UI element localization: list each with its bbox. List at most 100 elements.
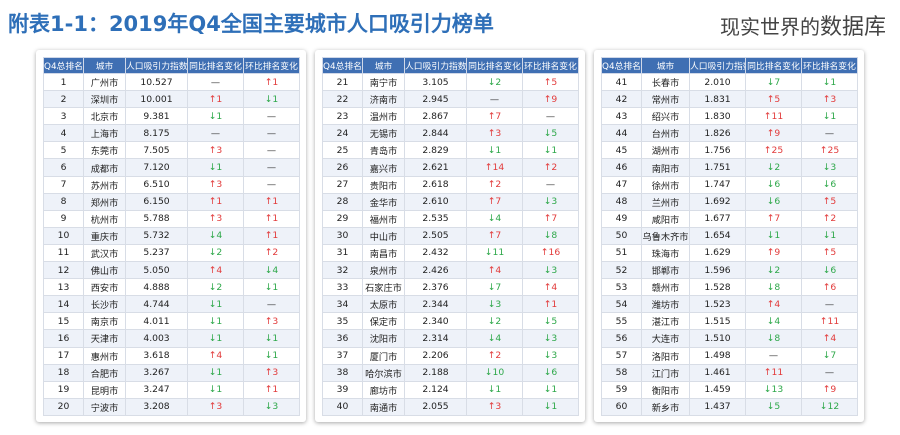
city-cell: 绍兴市 [641, 107, 690, 126]
rank-cell: 34 [322, 295, 363, 314]
ranking-table-2: Q4总排名 城市 人口吸引力指数 同比排名变化 环比排名变化 21 南宁市 3.10… [322, 57, 579, 416]
rank-cell: 49 [601, 209, 642, 228]
index-cell: 5.788 [125, 209, 188, 228]
yoy-change-cell: ↑4 [187, 261, 244, 280]
table-header-row: Q4总排名 城市 人口吸引力指数 同比排名变化 环比排名变化 [322, 57, 579, 74]
rank-cell: 53 [601, 278, 642, 297]
table-row: 45 湖州市 1.756 ↑25 ↑25 [601, 141, 858, 160]
table-row: 41 长春市 2.010 ↓7 ↓1 [601, 72, 858, 92]
mom-change-cell: ↓3 [522, 192, 579, 211]
index-cell: 7.120 [125, 158, 188, 177]
yoy-change-cell: — [187, 72, 244, 92]
city-cell: 广州市 [83, 72, 126, 92]
table-row: 4 上海市 8.175— — [43, 124, 300, 143]
index-cell: 5.237 [125, 243, 188, 263]
mom-change-cell: ↓1 [522, 141, 579, 160]
mom-change-cell: — [801, 124, 858, 143]
city-cell: 大连市 [641, 329, 690, 348]
yoy-change-cell: — [466, 90, 523, 109]
city-cell: 金华市 [362, 192, 405, 211]
yoy-change-cell: ↓2 [466, 312, 523, 331]
index-cell: 1.459 [689, 380, 746, 399]
header-yoy: 同比排名变化 [466, 57, 523, 74]
mom-change-cell: ↓1 [522, 397, 579, 416]
table-row: 17 惠州市 3.618 ↑4 ↓1 [43, 346, 300, 365]
mom-change-cell: ↓1 [801, 107, 858, 126]
index-cell: 6.150 [125, 192, 188, 211]
city-cell: 合肥市 [83, 363, 126, 382]
table-row: 55 湛江市 1.515 ↓4 ↑11 [601, 312, 858, 331]
rank-cell: 46 [601, 158, 642, 177]
city-cell: 杭州市 [83, 209, 126, 228]
index-cell: 1.654 [689, 226, 746, 245]
mom-change-cell: ↑3 [801, 90, 858, 109]
rank-cell: 44 [601, 124, 642, 143]
rank-cell: 58 [601, 363, 642, 382]
ranking-panel-3: Q4总排名 城市 人口吸引力指数 同比排名变化 环比排名变化 41 长春市 2.01… [594, 50, 864, 422]
mom-change-cell: ↓6 [801, 175, 858, 194]
index-cell: 5.732 [125, 226, 188, 245]
index-cell: 1.826 [689, 124, 746, 143]
city-cell: 济南市 [362, 90, 405, 109]
mom-change-cell: ↑4 [801, 329, 858, 348]
mom-change-cell: — [522, 107, 579, 126]
rank-cell: 57 [601, 346, 642, 365]
header-rank: Q4总排名 [43, 57, 84, 74]
mom-change-cell: ↑1 [243, 380, 300, 399]
mom-change-cell: — [801, 295, 858, 314]
mom-change-cell: ↓3 [522, 261, 579, 280]
yoy-change-cell: ↑14 [466, 158, 523, 177]
table-row: 1 广州市 10.527— ↑1 [43, 72, 300, 92]
city-cell: 赣州市 [641, 278, 690, 297]
mom-change-cell: ↑7 [522, 209, 579, 228]
table-row: 54 潍坊市 1.523 ↑4— [601, 295, 858, 314]
yoy-change-cell: ↓2 [187, 278, 244, 297]
mom-change-cell: ↓1 [522, 380, 579, 399]
index-cell: 1.437 [689, 397, 746, 416]
yoy-change-cell: — [187, 124, 244, 143]
city-cell: 北京市 [83, 107, 126, 126]
yoy-change-cell: ↑7 [466, 226, 523, 245]
city-cell: 廊坊市 [362, 380, 405, 399]
table-row: 33 石家庄市 2.376 ↓7 ↑4 [322, 278, 579, 297]
yoy-change-cell: ↑2 [466, 175, 523, 194]
table-row: 27 贵阳市 2.618 ↑2— [322, 175, 579, 194]
rank-cell: 59 [601, 380, 642, 399]
table-header-row: Q4总排名 城市 人口吸引力指数 同比排名变化 环比排名变化 [43, 57, 300, 74]
mom-change-cell: ↑4 [522, 278, 579, 297]
yoy-change-cell: ↓1 [187, 158, 244, 177]
header-index: 人口吸引力指数 [689, 57, 746, 74]
rank-cell: 48 [601, 192, 642, 211]
yoy-change-cell: ↓2 [745, 261, 802, 280]
mom-change-cell: ↓1 [801, 72, 858, 92]
city-cell: 哈尔滨市 [362, 363, 405, 382]
rank-cell: 16 [43, 329, 84, 348]
index-cell: 2.055 [404, 397, 467, 416]
index-cell: 1.498 [689, 346, 746, 365]
mom-change-cell: ↑3 [243, 363, 300, 382]
city-cell: 珠海市 [641, 243, 690, 263]
index-cell: 2.426 [404, 261, 467, 280]
yoy-change-cell: ↓8 [745, 278, 802, 297]
mom-change-cell: ↓7 [801, 346, 858, 365]
mom-change-cell: ↑5 [801, 192, 858, 211]
yoy-change-cell: ↑3 [187, 175, 244, 194]
mom-change-cell: ↑2 [522, 158, 579, 177]
yoy-change-cell: ↓5 [745, 397, 802, 416]
yoy-change-cell: — [745, 346, 802, 365]
city-cell: 潍坊市 [641, 295, 690, 314]
city-cell: 青岛市 [362, 141, 405, 160]
table-row: 18 合肥市 3.267 ↓1 ↑3 [43, 363, 300, 382]
rank-cell: 29 [322, 209, 363, 228]
table-row: 15 南京市 4.011 ↓1 ↑3 [43, 312, 300, 331]
yoy-change-cell: ↑11 [745, 107, 802, 126]
table-row: 5 东莞市 7.505 ↑3— [43, 141, 300, 160]
city-cell: 新乡市 [641, 397, 690, 416]
table-row: 36 沈阳市 2.314 ↓4 ↓3 [322, 329, 579, 348]
index-cell: 1.751 [689, 158, 746, 177]
yoy-change-cell: ↑3 [187, 397, 244, 416]
yoy-change-cell: ↓2 [187, 243, 244, 263]
table-row: 8 郑州市 6.150 ↑1 ↑1 [43, 192, 300, 211]
index-cell: 2.618 [404, 175, 467, 194]
rank-cell: 17 [43, 346, 84, 365]
